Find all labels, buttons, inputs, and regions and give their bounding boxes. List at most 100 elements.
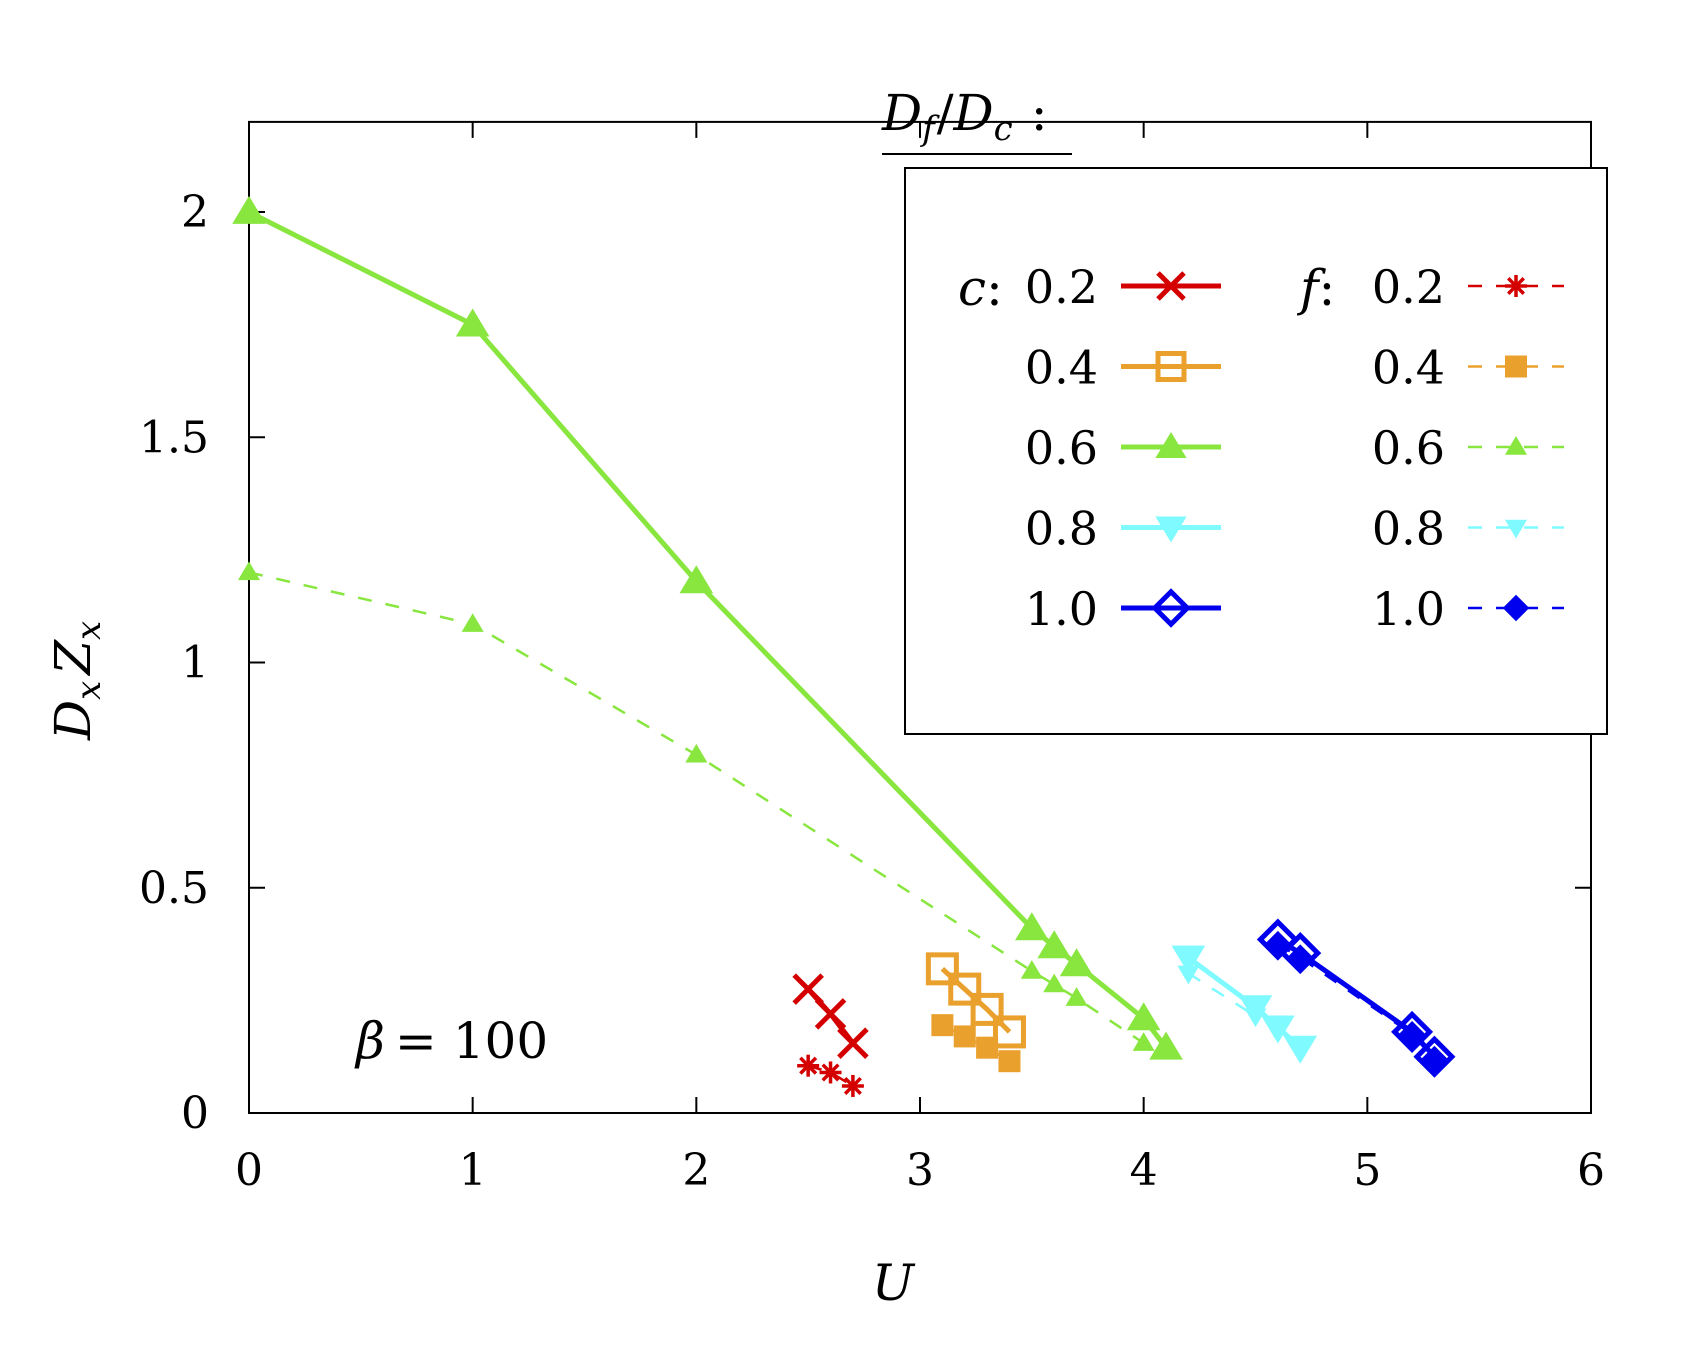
data-point-c-1_0-shape [1413,1035,1456,1078]
y-axis-label-d: D [44,700,102,741]
data-point-f-0_2 [797,1054,820,1077]
data-point-f-0_2 [841,1074,864,1097]
data-point-c-0_6-shape [1149,1031,1183,1060]
data-point-c-0_4 [948,972,982,1006]
legend-marker-c-1_0 [1151,588,1191,628]
x-tick-label: 1 [459,1145,487,1196]
data-point-c-0_8-shape [1283,1035,1318,1064]
data-point-f-0_6-shape [1020,960,1043,979]
legend-title-colon: : [1031,84,1048,142]
series-line-f-0_2 [807,1064,854,1088]
data-point-f-0_4-shape [953,1025,976,1048]
data-point-c-0_8-shape [1171,945,1206,974]
data-point-f-0_4-shape [998,1050,1021,1073]
legend-col-c-label: c: [958,259,1003,317]
legend-title: Df/Dc: [881,84,1072,155]
data-point-f-0_6-shape [1065,987,1088,1006]
series-c-1_0 [1256,918,1456,1078]
series-f-0_4 [931,1014,1021,1073]
legend-col-f-label: f: [1296,259,1335,317]
data-point-c-0_8 [1171,945,1206,974]
legend-marker-c-0_6 [1155,432,1187,459]
data-point-f-0_6-shape [461,613,484,632]
data-point-f-0_6 [461,613,484,632]
data-point-c-0_8 [1261,1015,1295,1044]
x-tick-label: 0 [235,1145,263,1196]
legend-title-slash: / [937,84,954,142]
data-point-c-1_0 [1279,932,1322,975]
legend-title-den-sub: c [994,109,1013,149]
data-point-c-0_8 [1283,1035,1318,1064]
data-point-f-0_4 [931,1014,954,1037]
series-layer [232,195,1456,1097]
data-point-c-0_6-shape [232,195,266,224]
data-point-c-1_0-shape [1279,932,1322,975]
data-point-c-0_6-shape [1059,948,1094,977]
legend-marker-f-1_0-shape [1502,594,1530,622]
legend-marker-c-0_2-stroke-b [1156,271,1186,301]
data-point-f-0_4-shape [976,1036,999,1059]
legend-value-f-1_0: 1.0 [1372,582,1445,636]
legend-marker-c-0_6-shape [1155,432,1187,459]
data-point-c-0_8 [1238,995,1273,1024]
y-tick-label: 0 [181,1088,209,1139]
data-point-c-0_6 [679,565,714,594]
legend-value-c-0_4: 0.4 [1025,341,1098,395]
data-point-c-0_6 [1015,912,1049,941]
legend-value-c-1_0: 1.0 [1025,582,1098,636]
beta-symbol: β [354,1012,385,1070]
data-point-c-0_4-shape [970,992,1004,1026]
legend-marker-f-0_8-shape [1505,519,1527,539]
legend-marker-f-0_2 [1505,275,1527,297]
data-point-f-0_4 [953,1025,976,1048]
data-point-c-0_4-shape [992,1015,1026,1049]
legend-marker-c-1_0-shape [1151,588,1191,628]
data-point-c-0_6 [232,195,266,224]
y-axis-label: DxZx [44,621,109,741]
data-point-c-0_2 [814,998,847,1030]
legend-value-c-0_2: 0.2 [1025,260,1098,314]
y-tick-label: 0.5 [139,863,209,914]
data-point-c-0_2-stroke-b [792,973,824,1005]
x-tick-label: 3 [906,1145,934,1196]
data-point-c-0_4-shape [948,972,982,1006]
data-point-c-0_6-shape [1037,930,1071,959]
data-point-c-0_6 [455,308,490,337]
y-tick-label: 1 [181,638,209,689]
series-f-0_2 [797,1054,864,1097]
legend-marker-f-0_8 [1505,519,1527,539]
data-point-f-0_2-ray [821,1063,840,1082]
data-point-c-1_0 [1413,1035,1456,1078]
y-axis-label-sub-x: x [69,681,109,700]
y-axis-label-sub-x2: x [69,621,109,640]
data-point-f-0_4 [976,1036,999,1059]
legend-value-f-0_8: 0.8 [1372,502,1445,556]
legend-marker-c-0_8 [1155,516,1187,543]
x-tick-label: 4 [1130,1145,1158,1196]
data-point-f-0_6-shape [238,561,260,581]
data-point-c-0_8-shape [1238,995,1273,1024]
data-point-c-0_2-stroke-b [837,1027,869,1059]
x-tick-label: 2 [682,1145,710,1196]
x-axis-label: U [872,1254,916,1312]
y-tick-label: 1.5 [139,412,209,463]
legend-marker-f-0_6-shape [1505,436,1527,455]
y-tick-label: 2 [181,187,209,238]
data-point-f-0_6 [1043,973,1066,993]
svg-text:Df/Dc:: Df/Dc: [881,84,1048,149]
data-point-c-0_6-shape [679,565,714,594]
data-point-f-0_2 [819,1061,842,1084]
x-tick-label: 6 [1577,1145,1605,1196]
data-point-f-0_6-shape [685,743,708,763]
series-line-f-0_8 [1187,972,1257,1018]
data-point-c-0_2 [837,1027,869,1059]
data-point-c-1_0-shape [1256,918,1299,961]
series-f-0_6 [238,561,1155,1051]
data-point-f-0_6 [1132,1032,1155,1051]
data-point-c-0_6 [1126,1002,1161,1031]
legend-marker-c-0_2 [1156,271,1186,301]
series-line-c-0_4 [940,966,1012,1034]
data-point-f-0_6 [685,743,708,763]
legend-value-c-0_8: 0.8 [1025,502,1098,556]
